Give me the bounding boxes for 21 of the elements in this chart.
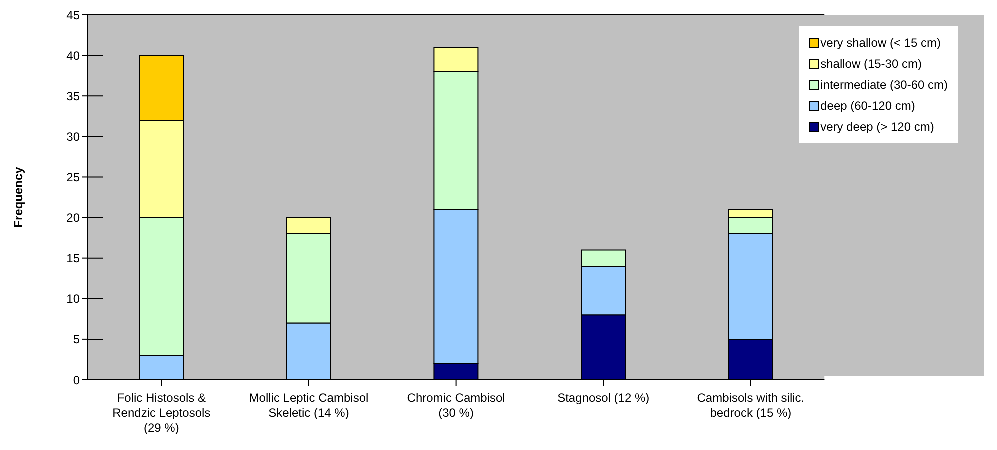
x-tick-label: Cambisols with silic. bedrock (15 %) [697,391,805,420]
y-tick-label: 0 [73,373,80,388]
y-tick-label: 15 [66,252,80,266]
x-tick-label: Folic Histosols & Rendzic Leptosols (29 %) [112,391,211,435]
legend-label: intermediate (30-60 cm) [820,78,948,92]
x-tick-label: Stagnosol (12 %) [558,391,650,405]
y-tick-label: 25 [66,170,80,184]
y-axis-title: Frequency [11,166,26,228]
y-tick-label: 5 [73,332,80,347]
y-tick-label: 40 [66,48,80,63]
legend-label: deep (60-120 cm) [820,98,916,112]
y-tick-label: 35 [66,89,80,104]
y-tick-label: 45 [66,8,80,22]
legend-label: shallow (15-30 cm) [820,56,922,70]
y-tick-label: 10 [66,292,80,306]
y-tick-label: 20 [66,211,80,226]
legend-label: very shallow (< 15 cm) [820,36,941,50]
legend-label: very deep (> 120 cm) [820,120,934,134]
x-tick-label: Mollic Leptic Cambisol Skeletic (14 %) [249,391,369,420]
x-tick-label: Chromic Cambisol (30 %) [407,391,506,420]
y-tick-label: 30 [66,130,80,144]
